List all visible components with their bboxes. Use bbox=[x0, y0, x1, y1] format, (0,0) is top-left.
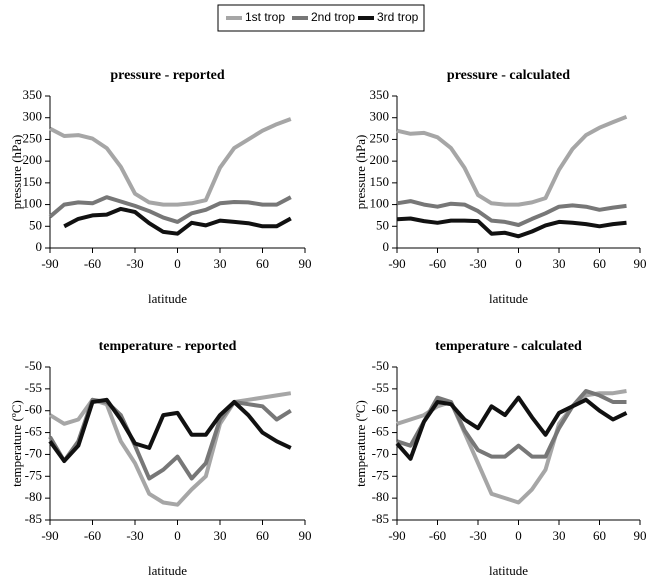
x-tick-label: -30 bbox=[469, 256, 486, 271]
y-tick-label: 300 bbox=[23, 109, 43, 124]
series-line bbox=[395, 395, 628, 461]
chart-title: pressure - calculated bbox=[447, 68, 570, 83]
y-tick-label: -55 bbox=[372, 380, 389, 395]
y-axis-label: pressure (hPa) bbox=[353, 135, 368, 210]
chart-title: temperature - calculated bbox=[435, 339, 582, 354]
y-tick-label: -70 bbox=[372, 445, 389, 460]
x-tick-label: 90 bbox=[634, 528, 647, 543]
legend-label: 2nd trop bbox=[311, 10, 355, 24]
y-tick-label: -85 bbox=[25, 511, 42, 526]
x-tick-label: 0 bbox=[174, 256, 181, 271]
x-tick-label: -60 bbox=[429, 528, 446, 543]
x-tick-label: -60 bbox=[84, 528, 101, 543]
y-tick-label: 100 bbox=[370, 196, 390, 211]
x-tick-label: 60 bbox=[593, 528, 606, 543]
x-tick-label: 60 bbox=[593, 256, 606, 271]
x-tick-label: 30 bbox=[553, 528, 566, 543]
x-tick-label: -90 bbox=[41, 528, 58, 543]
y-tick-label: -65 bbox=[372, 424, 389, 439]
y-tick-label: 50 bbox=[376, 217, 389, 232]
x-tick-label: -30 bbox=[469, 528, 486, 543]
x-tick-label: 0 bbox=[515, 528, 522, 543]
y-tick-label: 150 bbox=[370, 174, 390, 189]
y-tick-label: 200 bbox=[23, 152, 43, 167]
x-tick-label: -90 bbox=[388, 256, 405, 271]
series-line bbox=[48, 195, 292, 224]
y-tick-label: 250 bbox=[370, 130, 390, 145]
x-tick-label: 60 bbox=[256, 256, 269, 271]
y-tick-label: -55 bbox=[25, 380, 42, 395]
y-tick-label: 0 bbox=[383, 239, 390, 254]
y-tick-label: 350 bbox=[23, 87, 43, 102]
legend: 1st trop 2nd trop 3rd trop bbox=[217, 4, 425, 32]
legend-box bbox=[217, 4, 425, 32]
legend-label: 1st trop bbox=[245, 10, 285, 24]
chart-title: pressure - reported bbox=[110, 68, 225, 83]
x-tick-label: -30 bbox=[126, 256, 143, 271]
y-axis-label: temperature (ºC) bbox=[353, 400, 368, 487]
y-axis-label: pressure (hPa) bbox=[9, 135, 24, 210]
series-line bbox=[48, 397, 292, 463]
y-tick-label: 250 bbox=[23, 130, 43, 145]
y-tick-label: 50 bbox=[29, 217, 42, 232]
legend-label: 3rd trop bbox=[377, 10, 419, 24]
series-line bbox=[63, 206, 292, 236]
x-tick-label: -90 bbox=[388, 528, 405, 543]
x-axis-label: latitude bbox=[148, 291, 187, 306]
x-axis-label: latitude bbox=[489, 563, 528, 578]
y-tick-label: -60 bbox=[25, 402, 42, 417]
series-line bbox=[396, 216, 627, 239]
y-tick-label: 150 bbox=[23, 174, 43, 189]
x-tick-label: 90 bbox=[299, 256, 312, 271]
x-tick-label: 60 bbox=[256, 528, 269, 543]
y-tick-label: -80 bbox=[372, 489, 389, 504]
y-tick-label: -80 bbox=[25, 489, 42, 504]
x-tick-label: 30 bbox=[214, 528, 227, 543]
y-tick-label: -60 bbox=[372, 402, 389, 417]
series-line bbox=[48, 391, 292, 507]
y-tick-label: 0 bbox=[36, 239, 43, 254]
y-axis-label: temperature (ºC) bbox=[9, 400, 24, 487]
y-tick-label: 300 bbox=[370, 109, 390, 124]
chart-title: temperature - reported bbox=[99, 339, 237, 354]
x-tick-label: -60 bbox=[429, 256, 446, 271]
x-tick-label: 90 bbox=[299, 528, 312, 543]
y-tick-label: -75 bbox=[372, 467, 389, 482]
x-axis-label: latitude bbox=[148, 563, 187, 578]
y-tick-label: -85 bbox=[372, 511, 389, 526]
x-axis-label: latitude bbox=[489, 291, 528, 306]
y-tick-label: -50 bbox=[372, 358, 389, 373]
y-tick-label: 200 bbox=[370, 152, 390, 167]
x-tick-label: -30 bbox=[126, 528, 143, 543]
x-tick-label: 90 bbox=[634, 256, 647, 271]
x-tick-label: 30 bbox=[214, 256, 227, 271]
x-tick-label: 0 bbox=[515, 256, 522, 271]
x-tick-label: 0 bbox=[174, 528, 181, 543]
series-line bbox=[396, 114, 628, 207]
y-tick-label: -65 bbox=[25, 424, 42, 439]
series-line bbox=[49, 117, 292, 207]
y-tick-label: -50 bbox=[25, 358, 42, 373]
series-line bbox=[396, 199, 627, 227]
x-tick-label: -90 bbox=[41, 256, 58, 271]
x-tick-label: -60 bbox=[84, 256, 101, 271]
y-tick-label: -75 bbox=[25, 467, 42, 482]
series-line bbox=[396, 389, 627, 459]
y-tick-label: 100 bbox=[23, 196, 43, 211]
y-tick-label: -70 bbox=[25, 445, 42, 460]
y-tick-label: 350 bbox=[370, 87, 390, 102]
x-tick-label: 30 bbox=[553, 256, 566, 271]
